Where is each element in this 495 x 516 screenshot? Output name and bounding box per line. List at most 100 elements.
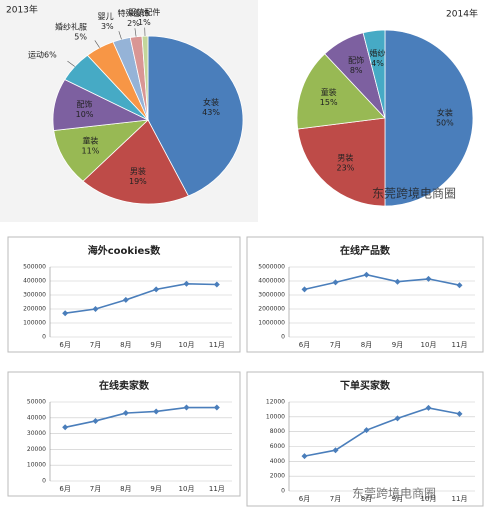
slice-value: 1%: [138, 18, 151, 27]
data-point: [456, 410, 463, 417]
slice-label: 童装: [82, 135, 98, 145]
x-tick-label: 6月: [299, 495, 310, 503]
slice-label: 服装配件: [128, 7, 160, 17]
slice-label: 运动: [28, 49, 44, 59]
pie-title: 2013年: [6, 4, 38, 16]
data-point: [213, 404, 220, 411]
data-point: [425, 404, 432, 411]
data-point: [183, 280, 190, 287]
data-point: [332, 279, 339, 286]
data-point: [153, 408, 160, 415]
data-line: [65, 406, 217, 429]
pie-slice: [362, 29, 386, 119]
x-tick-label: 8月: [361, 341, 372, 349]
chart-frame: [246, 236, 484, 353]
y-tick-label: 200000: [23, 306, 46, 313]
y-tick-label: 40000: [27, 414, 46, 421]
x-tick-label: 9月: [392, 495, 403, 503]
x-tick-label: 11月: [452, 495, 468, 503]
chart-title: 在线产品数: [340, 244, 391, 257]
chart-title: 在线卖家数: [99, 379, 150, 392]
data-point: [394, 415, 401, 422]
data-point: [301, 286, 308, 293]
leader-line: [134, 28, 137, 37]
y-tick-label: 8000: [270, 428, 285, 435]
slice-label: 婴儿: [98, 12, 114, 21]
y-tick-label: 3000000: [258, 292, 285, 299]
x-tick-label: 6月: [59, 485, 70, 493]
x-tick-label: 6月: [59, 341, 70, 349]
data-point: [456, 282, 463, 289]
chart-frame: [7, 371, 241, 497]
chart-frame: [246, 371, 484, 507]
x-tick-label: 7月: [90, 341, 101, 349]
x-tick-label: 7月: [90, 485, 101, 493]
x-tick-label: 8月: [361, 495, 372, 503]
y-tick-label: 30000: [27, 430, 46, 437]
y-tick-label: 2000: [270, 473, 285, 480]
x-tick-label: 11月: [452, 341, 468, 349]
slice-value: 23%: [337, 163, 355, 172]
slice-value: 6%: [44, 50, 57, 59]
data-line: [65, 282, 217, 314]
slice-value: 19%: [129, 177, 147, 186]
x-tick-label: 10月: [179, 341, 195, 349]
x-tick-label: 8月: [120, 485, 131, 493]
data-point: [153, 286, 160, 293]
x-tick-label: 11月: [209, 485, 225, 493]
slice-label: 女装: [203, 97, 219, 107]
y-tick-label: 4000: [270, 458, 285, 465]
data-line: [304, 273, 460, 291]
x-tick-label: 11月: [209, 341, 225, 349]
y-tick-label: 6000: [270, 443, 285, 450]
slice-label: 运动6%: [28, 49, 57, 59]
y-tick-label: 4000000: [258, 278, 285, 285]
pie-slice: [384, 29, 474, 207]
x-tick-label: 10月: [179, 485, 195, 493]
y-tick-label: 10000: [266, 413, 285, 420]
x-tick-label: 8月: [120, 341, 131, 349]
data-point: [363, 427, 370, 434]
leader-line: [94, 40, 100, 48]
y-tick-label: 50000: [27, 399, 46, 406]
pie-slice: [296, 53, 386, 130]
slice-value: 15%: [320, 98, 338, 107]
pie-slice: [297, 117, 386, 207]
chart-frame: [7, 236, 241, 353]
slice-value: 50%: [436, 119, 454, 128]
data-line: [304, 407, 460, 457]
slice-label: 童装: [321, 87, 337, 97]
chart-title: 下单买家数: [340, 379, 391, 392]
data-point: [62, 310, 69, 317]
pie-title: 2014年: [446, 8, 478, 20]
slice-value: 2%: [127, 19, 140, 28]
data-point: [213, 281, 220, 288]
x-tick-label: 6月: [299, 341, 310, 349]
data-point: [332, 447, 339, 454]
x-tick-label: 9月: [150, 485, 161, 493]
slice-label: 男装: [337, 152, 353, 162]
leader-line: [118, 31, 122, 40]
y-tick-label: 500000: [23, 264, 46, 271]
slice-label: 特殊服饰: [117, 8, 149, 18]
slice-value: 8%: [350, 66, 363, 75]
pie-slice: [53, 119, 150, 182]
slice-label: 配饰: [348, 55, 364, 65]
x-tick-label: 10月: [421, 341, 437, 349]
y-tick-label: 400000: [23, 278, 46, 285]
y-tick-label: 0: [281, 488, 285, 495]
y-tick-label: 2000000: [258, 306, 285, 313]
data-point: [122, 296, 129, 303]
x-tick-label: 9月: [392, 341, 403, 349]
chart-title: 海外cookies数: [88, 244, 161, 257]
data-point: [363, 271, 370, 278]
pie-slice: [82, 119, 190, 205]
data-point: [62, 424, 69, 431]
slice-label: 婚纱: [370, 48, 386, 58]
slice-value: 5%: [74, 32, 87, 41]
pie-slice: [147, 35, 244, 197]
y-tick-label: 0: [281, 334, 285, 341]
x-tick-label: 7月: [330, 341, 341, 349]
data-point: [92, 306, 99, 312]
